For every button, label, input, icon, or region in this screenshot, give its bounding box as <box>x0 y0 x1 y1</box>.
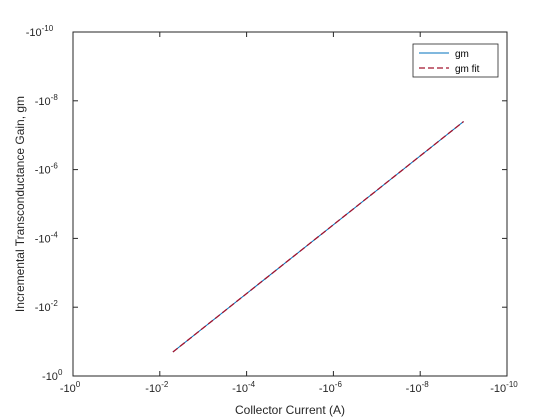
x-tick-label-4: -10-8 <box>406 380 430 395</box>
x-axis-ticks: -100 -10-2 -10-4 -10-6 -10-8 -10-10 <box>60 32 518 395</box>
legend-box <box>412 43 499 78</box>
series-layer <box>172 120 465 353</box>
x-tick-label-2: -10-4 <box>232 380 256 395</box>
x-tick-label-5: -10-10 <box>490 380 518 395</box>
x-tick-label-1: -10-2 <box>145 380 169 395</box>
y-tick-label-5: -10-10 <box>26 24 54 39</box>
y-tick-label-1: -10-2 <box>35 299 59 314</box>
plot-area <box>72 31 508 377</box>
x-axis-label: Collector Current (A) <box>235 403 345 417</box>
y-axis-label: Incremental Transconductance Gain, gm <box>13 96 27 312</box>
plot-box <box>72 31 508 377</box>
x-tick-label-3: -10-6 <box>319 380 343 395</box>
y-tick-label-2: -10-4 <box>35 230 59 245</box>
legend: gm gm fit <box>412 43 499 78</box>
series-line-gm-fit <box>172 120 465 353</box>
x-tick-label-0: -100 <box>60 380 81 395</box>
legend-label-gm-fit: gm fit <box>455 64 480 75</box>
y-tick-label-3: -10-6 <box>35 162 59 177</box>
y-tick-label-4: -10-8 <box>35 93 59 108</box>
legend-label-gm: gm <box>455 49 469 60</box>
y-tick-label-0: -100 <box>42 368 63 383</box>
